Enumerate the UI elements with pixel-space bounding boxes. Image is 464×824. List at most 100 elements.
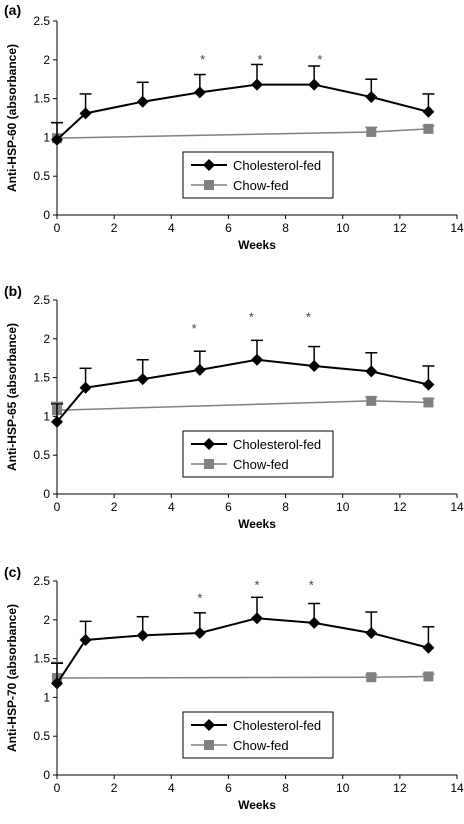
y-tick-label: 0 xyxy=(43,768,50,782)
x-tick-label: 8 xyxy=(282,221,289,235)
series-chow-fed xyxy=(51,395,435,416)
legend-item-cholesterol-fed: Cholesterol-fed xyxy=(191,718,321,733)
data-point xyxy=(79,107,92,120)
y-tick-label: 2.5 xyxy=(33,14,50,28)
data-point xyxy=(193,626,206,639)
data-point xyxy=(308,616,321,629)
data-point xyxy=(423,397,434,408)
legend-marker xyxy=(203,438,215,450)
x-tick-label: 4 xyxy=(168,500,175,514)
x-tick-label: 2 xyxy=(111,500,118,514)
data-point xyxy=(366,126,377,137)
data-point xyxy=(193,363,206,376)
chart-panel-3: (c) 0 0.5 1 1.5 2 2.5 0 2 4 6 8 10 12 14 Weeks Anti-HSP-… xyxy=(4,564,464,812)
x-tick-label: 8 xyxy=(282,781,289,795)
data-point xyxy=(251,353,263,366)
y-tick-label: 2 xyxy=(43,53,50,67)
data-point xyxy=(251,78,263,91)
data-point xyxy=(308,78,321,91)
significance-asterisk: * xyxy=(200,52,205,67)
x-tick-label: 0 xyxy=(54,781,61,795)
data-point xyxy=(422,641,435,654)
data-point xyxy=(365,365,378,378)
x-tick-label: 0 xyxy=(54,221,61,235)
significance-asterisk: * xyxy=(309,577,314,592)
chart-panel-1: (a) 0 0.5 1 1.5 2 2.5 0 2 4 6 8 10 12 14 Weeks Anti-HSP-… xyxy=(4,2,464,252)
data-point xyxy=(251,612,263,625)
x-tick-label: 0 xyxy=(54,500,61,514)
panel-label: (a) xyxy=(4,2,21,18)
x-axis-title: Weeks xyxy=(238,517,276,531)
x-tick-label: 6 xyxy=(225,221,232,235)
data-point xyxy=(193,86,206,99)
data-point xyxy=(79,381,92,394)
x-tick-label: 6 xyxy=(225,500,232,514)
legend-label: Cholesterol-fed xyxy=(233,718,321,733)
data-point xyxy=(79,633,92,646)
y-axis-title: Anti-HSP-70 (absorbance) xyxy=(5,604,19,752)
x-tick-label: 14 xyxy=(450,781,464,795)
x-tick-label: 6 xyxy=(225,781,232,795)
y-tick-label: 2 xyxy=(43,613,50,627)
x-tick-label: 4 xyxy=(168,221,175,235)
data-point xyxy=(51,133,63,146)
x-tick-label: 12 xyxy=(393,500,407,514)
data-point xyxy=(136,95,149,108)
y-tick-label: 1 xyxy=(43,130,50,144)
series-line xyxy=(56,83,429,141)
x-tick-label: 8 xyxy=(282,500,289,514)
legend-marker xyxy=(203,719,215,731)
y-tick-label: 0.5 xyxy=(33,169,50,183)
data-point xyxy=(365,91,378,104)
y-axis-title: Anti-HSP-60 (absorbance) xyxy=(5,44,19,192)
legend-marker xyxy=(203,159,215,171)
series-cholesterol-fed xyxy=(51,339,435,428)
x-tick-label: 12 xyxy=(393,781,407,795)
y-tick-label: 0 xyxy=(43,208,50,222)
legend-item-chow-fed: Chow-fed xyxy=(191,457,289,472)
x-tick-label: 14 xyxy=(450,221,464,235)
legend-box xyxy=(182,711,334,759)
y-tick-label: 2.5 xyxy=(33,293,50,307)
y-axis-title: Anti-HSP-65 (absorbance) xyxy=(5,323,19,471)
legend-item-chow-fed: Chow-fed xyxy=(191,178,289,193)
legend-label: Cholesterol-fed xyxy=(233,437,321,452)
y-tick-label: 2.5 xyxy=(33,574,50,588)
x-tick-label: 2 xyxy=(111,781,118,795)
x-tick-label: 10 xyxy=(336,221,350,235)
significance-asterisk: * xyxy=(254,577,259,592)
data-point xyxy=(136,629,149,642)
x-tick-label: 4 xyxy=(168,781,175,795)
chart-panel-2: (b) 0 0.5 1 1.5 2 2.5 0 2 4 6 8 10 12 14 Weeks Anti-HSP-… xyxy=(4,283,464,531)
significance-asterisk: * xyxy=(197,591,202,606)
x-tick-label: 2 xyxy=(111,221,118,235)
legend-box xyxy=(182,151,334,199)
data-point xyxy=(422,105,435,118)
y-tick-label: 1 xyxy=(43,409,50,423)
series-cholesterol-fed xyxy=(51,596,435,690)
legend-marker xyxy=(204,459,214,469)
y-tick-label: 1 xyxy=(43,690,50,704)
significance-asterisk: * xyxy=(257,52,262,67)
legend-marker xyxy=(204,180,214,190)
legend-label: Chow-fed xyxy=(233,457,289,472)
data-point xyxy=(308,359,321,372)
legend-label: Chow-fed xyxy=(233,738,289,753)
series-chow-fed xyxy=(51,661,435,683)
data-point xyxy=(366,672,377,683)
data-point xyxy=(366,395,377,406)
x-tick-label: 10 xyxy=(336,500,350,514)
x-axis-title: Weeks xyxy=(238,238,276,252)
legend-item-cholesterol-fed: Cholesterol-fed xyxy=(191,158,321,173)
y-tick-label: 0.5 xyxy=(33,729,50,743)
significance-asterisk: * xyxy=(306,310,311,325)
series-cholesterol-fed xyxy=(51,63,435,146)
y-tick-label: 2 xyxy=(43,332,50,346)
data-point xyxy=(422,378,435,391)
panel-label: (c) xyxy=(4,564,21,580)
y-tick-label: 0 xyxy=(43,487,50,501)
significance-asterisk: * xyxy=(249,310,254,325)
legend-label: Chow-fed xyxy=(233,178,289,193)
series-chow-fed xyxy=(51,121,435,144)
